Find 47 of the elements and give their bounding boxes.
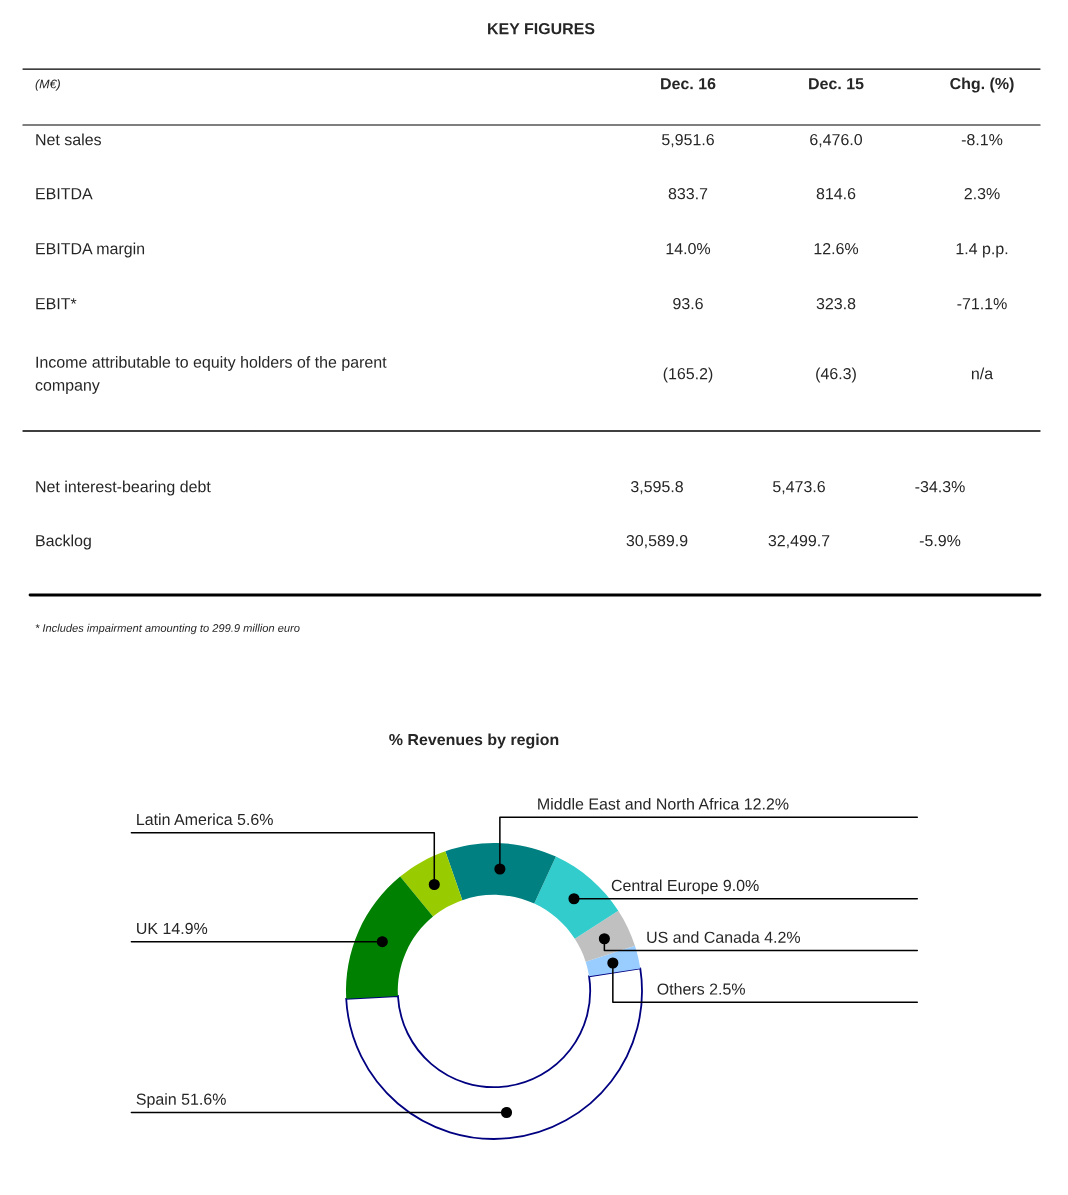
category-label: EBITDA [36, 188, 93, 200]
category-label: Dec. 15 [809, 78, 864, 90]
text: * Includes impairment amounting to 299.9 million euro [35, 623, 300, 635]
text: 12.6% [814, 242, 859, 255]
text: 833.7 [668, 187, 708, 200]
donut-slice [346, 876, 433, 999]
category-label: (M€) [35, 79, 60, 91]
category-label: Net sales [36, 133, 101, 146]
text: 14.0% [666, 242, 711, 255]
text: KEY FIGURES [488, 22, 595, 35]
donut-slice [400, 851, 463, 917]
category-label: Chg. (%) [950, 77, 1014, 93]
donut-slice [345, 967, 643, 1140]
text: 2.3% [964, 187, 1000, 200]
category-label: EBITDA margin [36, 242, 145, 258]
slice-label: Middle East and North Africa 12.2% [538, 797, 789, 810]
text: -34.3% [915, 480, 965, 493]
donut-slice [574, 910, 635, 962]
text: 3,595.8 [630, 480, 683, 495]
category-label: EBIT* [36, 298, 77, 310]
category-label: Backlog [36, 534, 91, 550]
category-label: Net interest-bearing debt [36, 480, 211, 496]
text: (165.2) [663, 367, 713, 383]
chart-title: % Revenues by region [389, 733, 559, 749]
donut-slice [445, 843, 556, 904]
text: (46.3) [816, 367, 856, 383]
slice-label: US and Canada 4.2% [647, 931, 801, 943]
slice-label: Others 2.5% [657, 983, 745, 995]
text: 1.4 p.p. [956, 243, 1008, 258]
text: -71.1% [957, 298, 1007, 310]
category-label: Dec. 16 [661, 77, 716, 90]
slice-label: Central Europe 9.0% [611, 879, 759, 895]
text: -5.9% [919, 534, 961, 547]
text: -8.1% [961, 133, 1003, 146]
text: n/a [971, 367, 994, 380]
text: 5,951.6 [662, 133, 714, 148]
slice-label: UK 14.9% [137, 922, 208, 935]
text: 814.6 [816, 187, 856, 200]
slice-label: Spain 51.6% [136, 1093, 226, 1109]
category-label: Income attributable to equity holders of the parent company [35, 356, 387, 394]
text: 5,473.6 [773, 480, 825, 495]
text: 6,476.0 [810, 133, 863, 148]
text: 323.8 [816, 297, 856, 310]
text: 30,589.9 [626, 534, 688, 549]
slice-label: Latin America 5.6% [137, 813, 273, 826]
text: 93.6 [673, 297, 703, 310]
text: 32,499.7 [768, 534, 830, 549]
